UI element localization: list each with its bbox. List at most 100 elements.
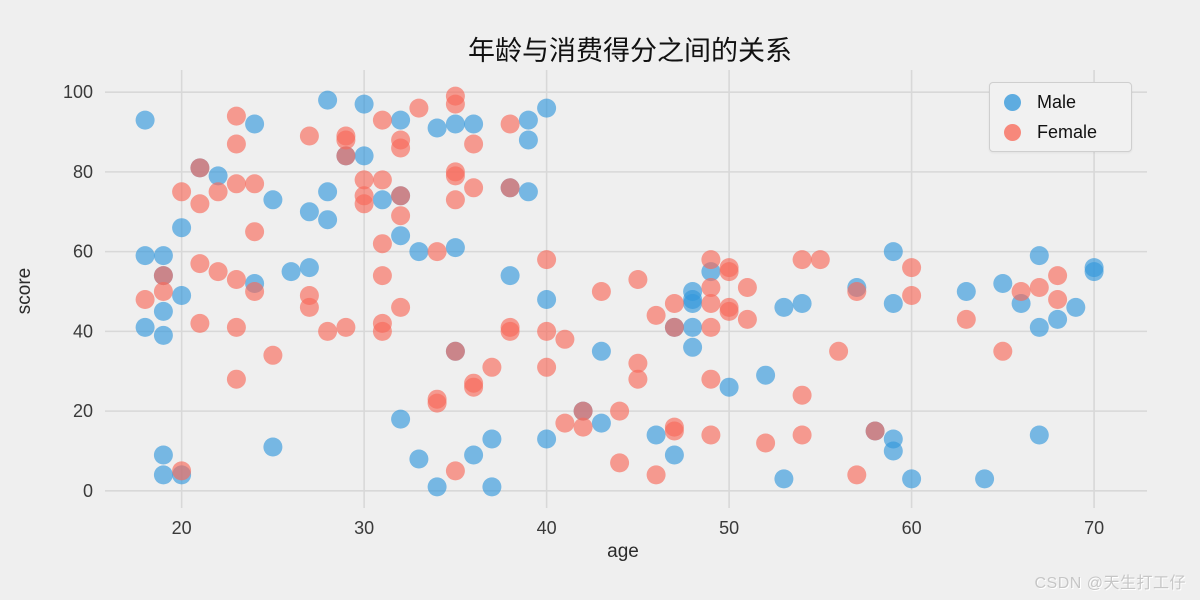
data-point-female	[956, 309, 976, 329]
data-point-male	[591, 413, 611, 433]
data-point-male	[372, 190, 392, 210]
x-tick-label: 20	[172, 518, 192, 538]
data-point-female	[299, 126, 319, 146]
data-point-female	[610, 453, 630, 473]
data-point-female	[591, 282, 611, 301]
data-point-female	[902, 258, 922, 278]
data-point-male	[299, 202, 319, 222]
data-point-male	[153, 246, 173, 266]
data-point-female	[190, 254, 210, 274]
data-point-female	[372, 234, 392, 254]
data-point-female	[464, 178, 484, 198]
data-point-male	[172, 218, 192, 238]
data-point-male	[153, 445, 173, 465]
data-point-male	[591, 341, 611, 361]
data-point-female	[208, 182, 228, 202]
x-tick-label: 50	[719, 518, 739, 538]
data-point-female	[719, 301, 739, 321]
data-point-female	[336, 317, 356, 337]
data-point-male	[1029, 246, 1049, 266]
data-point-female	[226, 270, 246, 289]
data-point-male	[263, 437, 283, 457]
data-point-female	[464, 134, 484, 154]
data-point-male	[1048, 309, 1068, 329]
data-point-male	[883, 441, 903, 461]
data-point-male	[664, 445, 684, 465]
data-point-male	[537, 98, 557, 118]
data-point-male	[153, 301, 173, 321]
data-point-female	[372, 321, 392, 341]
y-axis-label: score	[14, 268, 35, 314]
data-point-female	[1048, 290, 1068, 309]
data-point-female	[555, 413, 575, 433]
data-point-female	[737, 309, 757, 329]
data-point-female	[537, 321, 557, 341]
data-point-female	[464, 377, 484, 397]
data-point-female	[482, 357, 502, 377]
data-point-male	[482, 477, 502, 497]
data-point-female	[719, 262, 739, 282]
data-point-male	[975, 469, 995, 489]
data-point-female	[500, 114, 520, 134]
data-point-female	[190, 313, 210, 333]
data-point-female	[847, 465, 867, 485]
data-point-female	[391, 206, 411, 226]
data-point-female	[208, 262, 228, 282]
data-point-female	[664, 317, 684, 337]
y-tick-label: 20	[73, 401, 93, 421]
data-point-female	[135, 290, 155, 309]
data-point-female	[445, 190, 465, 210]
data-point-female	[573, 417, 593, 437]
data-point-female	[555, 329, 575, 349]
data-point-female	[646, 305, 666, 325]
data-point-female	[664, 421, 684, 441]
data-point-female	[172, 182, 192, 202]
data-point-female	[245, 222, 265, 242]
data-point-female	[172, 461, 192, 481]
data-point-male	[318, 90, 338, 110]
watermark: CSDN @天生打工仔	[1034, 575, 1186, 592]
data-point-male	[281, 262, 301, 282]
data-point-female	[391, 138, 411, 158]
data-point-male	[427, 477, 447, 497]
data-point-female	[701, 278, 721, 297]
data-point-male	[792, 294, 812, 313]
data-point-male	[518, 130, 538, 150]
data-point-male	[135, 317, 155, 337]
data-point-female	[792, 385, 812, 405]
data-point-male	[172, 286, 192, 305]
data-point-male	[208, 166, 228, 186]
y-tick-label: 60	[73, 242, 93, 262]
x-tick-label: 60	[902, 518, 922, 538]
data-point-female	[646, 465, 666, 485]
data-point-female	[226, 317, 246, 337]
data-point-female	[226, 134, 246, 154]
data-point-female	[701, 294, 721, 313]
data-point-female	[500, 178, 520, 198]
legend-label-female: Female	[1037, 122, 1098, 142]
data-point-male	[299, 258, 319, 278]
data-point-male	[518, 110, 538, 130]
data-point-female	[372, 266, 392, 286]
data-point-female	[902, 286, 922, 305]
data-point-female	[336, 130, 356, 150]
data-point-female	[318, 321, 338, 341]
data-point-female	[792, 250, 812, 270]
data-point-male	[719, 377, 739, 397]
x-tick-label: 70	[1084, 518, 1104, 538]
data-point-female	[245, 174, 265, 194]
data-point-male	[445, 238, 465, 258]
legend-item-male: Male	[1004, 91, 1121, 113]
data-point-female	[445, 94, 465, 114]
male-marker-icon	[1004, 93, 1021, 111]
data-point-female	[628, 369, 648, 389]
data-point-male	[774, 469, 794, 489]
data-point-female	[226, 369, 246, 389]
data-point-female	[537, 357, 557, 377]
data-point-male	[1084, 262, 1104, 282]
legend-label-male: Male	[1037, 92, 1077, 112]
data-point-male	[683, 294, 703, 313]
data-point-female	[190, 158, 210, 178]
data-point-female	[409, 98, 429, 118]
data-point-male	[537, 429, 557, 449]
